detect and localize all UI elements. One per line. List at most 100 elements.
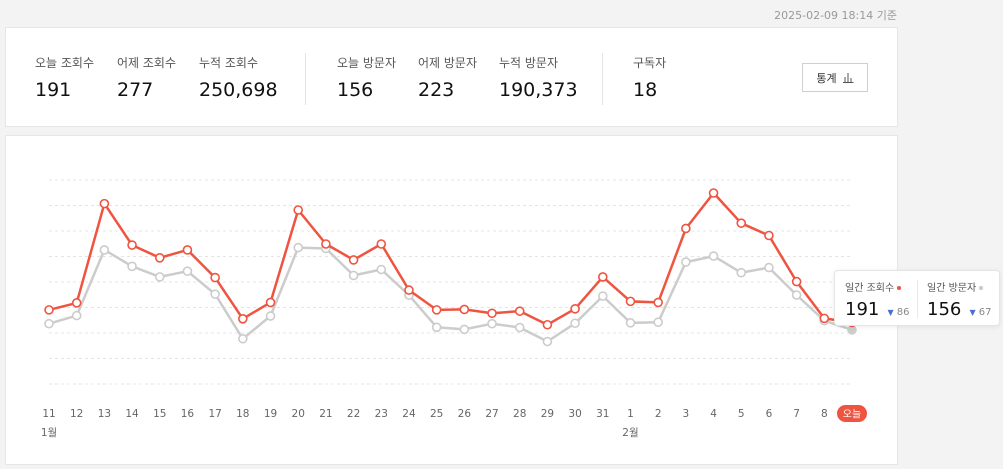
- point-visitors: [542, 336, 553, 347]
- x-tick-label: 27: [485, 408, 498, 420]
- x-tick-label: 26: [458, 408, 472, 420]
- point-views: [44, 305, 54, 315]
- point-visitors: [265, 311, 276, 321]
- tooltip-views: 일간 조회수 191 ▼ 86: [845, 279, 910, 320]
- line-chart: 11 12 13 14 15 16 17 18 19 20 21 22 23 24 25 26 27 28 29 30…: [41, 179, 867, 439]
- gray-dot-icon: [979, 286, 984, 290]
- x-tick-label: 18: [236, 408, 249, 420]
- point-visitors: [736, 267, 747, 278]
- x-tick-label: 25: [430, 408, 443, 420]
- x-tick-label: 13: [98, 408, 111, 420]
- divider: [305, 53, 306, 105]
- stat-today-visitors: 오늘 방문자 156: [337, 54, 396, 101]
- tooltip-divider: [917, 280, 918, 318]
- point-views: [265, 297, 276, 308]
- stat-label: 누적 방문자: [499, 56, 559, 70]
- x-tick-label: 오늘: [843, 409, 861, 421]
- point-views: [597, 272, 608, 282]
- stat-value: 277: [117, 79, 154, 101]
- stat-value: 190,373: [499, 79, 578, 101]
- tooltip-views-value: 191: [845, 299, 880, 320]
- point-visitors: [514, 322, 525, 333]
- point-views: [99, 198, 110, 209]
- point-views: [736, 218, 747, 228]
- month-label: 1월: [41, 427, 57, 439]
- x-tick-label: 22: [347, 408, 360, 420]
- point-visitors: [127, 261, 137, 272]
- tooltip-visitors: 일간 방문자 156 ▼ 67: [927, 279, 992, 320]
- x-tick-label: 28: [513, 408, 526, 420]
- x-tick-label: 17: [208, 408, 221, 420]
- point-visitors: [182, 266, 193, 276]
- month-label: 2월: [622, 427, 638, 439]
- point-visitors: [376, 264, 387, 275]
- point-visitors: [154, 272, 165, 282]
- stat-yesterday-visitors: 어제 방문자 223: [418, 54, 477, 101]
- point-views: [376, 239, 387, 249]
- point-visitors: [293, 242, 304, 253]
- x-tick-label: 19: [264, 408, 277, 420]
- divider: [602, 53, 603, 105]
- point-views: [570, 304, 580, 314]
- point-views: [764, 230, 774, 241]
- point-views: [625, 296, 636, 307]
- tooltip-visitors-value: 156: [927, 299, 962, 320]
- point-views: [819, 313, 830, 324]
- stat-value: 18: [633, 79, 658, 101]
- tooltip-visitors-label: 일간 방문자: [927, 283, 977, 294]
- stats-button[interactable]: 통계: [802, 63, 868, 92]
- point-visitors: [625, 318, 636, 328]
- point-visitors: [459, 324, 470, 335]
- point-views: [293, 205, 304, 215]
- down-arrow-icon: ▼: [887, 308, 894, 317]
- stat-label: 오늘 조회수: [35, 56, 95, 70]
- stat-value: 191: [35, 79, 72, 101]
- tooltip-views-diff: ▼ 86: [887, 307, 910, 318]
- chart-card: 11 12 13 14 15 16 17 18 19 20 21 22 23 24 25 26 27 28 29 30…: [5, 135, 898, 465]
- stat-label: 어제 조회수: [117, 56, 177, 70]
- stat-subscribers: 구독자 18: [633, 54, 666, 101]
- x-tick-label: 3: [683, 408, 690, 420]
- point-visitors: [71, 310, 82, 321]
- x-tick-label: 12: [70, 408, 83, 420]
- point-views: [791, 276, 802, 287]
- point-views: [404, 285, 414, 295]
- point-visitors: [431, 322, 442, 333]
- point-visitors: [597, 291, 608, 301]
- stat-label: 누적 조회수: [199, 56, 259, 70]
- timestamp: 2025-02-09 18:14 기준: [774, 9, 897, 22]
- point-views: [127, 240, 137, 250]
- point-visitors: [653, 317, 663, 327]
- x-tick-label: 20: [292, 408, 305, 420]
- stat-today-views: 오늘 조회수 191: [35, 54, 94, 101]
- stat-total-visitors: 누적 방문자 190,373: [499, 54, 578, 101]
- x-tick-label: 14: [125, 408, 139, 420]
- point-views: [514, 306, 525, 316]
- point-visitors: [44, 318, 54, 329]
- x-tick-label: 15: [153, 408, 166, 420]
- stat-label: 어제 방문자: [418, 56, 478, 70]
- point-views: [71, 298, 82, 308]
- x-tick-label: 23: [375, 408, 388, 420]
- x-tick-label: 6: [766, 408, 773, 420]
- stat-value: 156: [337, 79, 374, 101]
- tooltip: 일간 조회수 191 ▼ 86 일간 방문자 156 ▼ 67: [834, 270, 1000, 326]
- x-tick-label: 7: [793, 408, 800, 420]
- x-tick-label: 30: [568, 408, 581, 420]
- stats-button-label: 통계: [816, 71, 837, 85]
- point-views: [708, 188, 719, 198]
- tooltip-views-label: 일간 조회수: [845, 283, 895, 294]
- red-dot-icon: [897, 286, 902, 290]
- point-views: [182, 245, 193, 255]
- x-tick-label: 2: [655, 408, 662, 420]
- point-views: [321, 239, 331, 249]
- point-views: [238, 313, 248, 324]
- x-tick-label: 5: [738, 408, 745, 420]
- point-views: [487, 308, 497, 319]
- point-views: [542, 319, 553, 330]
- point-visitors: [99, 245, 110, 255]
- point-visitors: [238, 333, 248, 344]
- point-visitors: [487, 318, 497, 329]
- point-visitors: [570, 318, 580, 329]
- x-tick-label: 31: [596, 408, 609, 420]
